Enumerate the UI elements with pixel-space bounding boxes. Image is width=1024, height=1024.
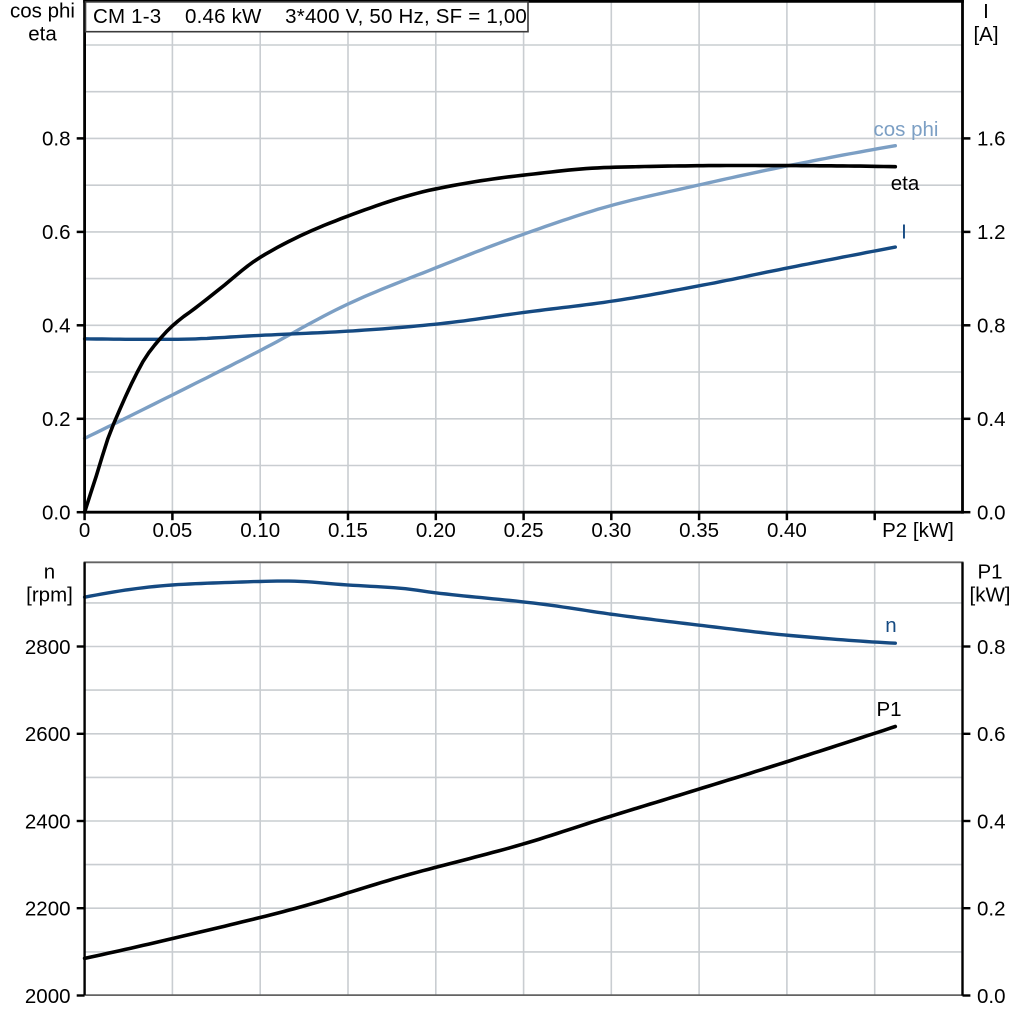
svg-text:0.2: 0.2 <box>42 408 71 431</box>
svg-text:CM 1-3 0.46 kW 3*400 V,: CM 1-3 0.46 kW 3*400 V, 50 Hz, SF = 1,00 <box>93 5 527 28</box>
svg-text:1.6: 1.6 <box>977 128 1006 151</box>
svg-text:0.8: 0.8 <box>977 315 1006 338</box>
svg-text:0.4: 0.4 <box>977 408 1006 431</box>
svg-text:cos phi: cos phi <box>10 0 75 23</box>
svg-text:2600: 2600 <box>25 723 71 746</box>
svg-text:0.6: 0.6 <box>42 221 71 244</box>
svg-text:0.8: 0.8 <box>977 636 1006 659</box>
svg-text:0.4: 0.4 <box>977 810 1006 833</box>
svg-text:0.25: 0.25 <box>504 519 544 542</box>
svg-text:0.10: 0.10 <box>240 519 280 542</box>
svg-text:2800: 2800 <box>25 636 71 659</box>
svg-text:0.05: 0.05 <box>152 519 192 542</box>
svg-text:0.0: 0.0 <box>977 985 1006 1008</box>
svg-text:n: n <box>44 561 55 584</box>
svg-text:0.2: 0.2 <box>977 898 1006 921</box>
svg-text:0: 0 <box>79 519 90 542</box>
svg-text:eta: eta <box>28 23 57 46</box>
svg-text:eta: eta <box>891 172 920 195</box>
svg-text:cos phi: cos phi <box>874 118 939 141</box>
svg-text:0.40: 0.40 <box>767 519 807 542</box>
svg-text:0.35: 0.35 <box>679 519 719 542</box>
svg-text:[kW]: [kW] <box>970 584 1011 607</box>
svg-text:0.8: 0.8 <box>42 128 71 151</box>
svg-text:0.6: 0.6 <box>977 723 1006 746</box>
svg-text:P1: P1 <box>876 698 901 721</box>
svg-text:0.0: 0.0 <box>42 502 71 525</box>
svg-text:0.0: 0.0 <box>977 502 1006 525</box>
svg-text:2200: 2200 <box>25 898 71 921</box>
svg-text:1.2: 1.2 <box>977 221 1006 244</box>
svg-text:n: n <box>885 614 896 637</box>
svg-text:0.20: 0.20 <box>416 519 456 542</box>
svg-text:[rpm]: [rpm] <box>26 584 73 607</box>
svg-text:0.30: 0.30 <box>591 519 631 542</box>
svg-text:[A]: [A] <box>973 23 998 46</box>
svg-text:I: I <box>901 221 907 244</box>
svg-text:I: I <box>983 0 989 23</box>
svg-text:P2 [kW]: P2 [kW] <box>882 519 954 542</box>
svg-text:2000: 2000 <box>25 985 71 1008</box>
svg-text:0.15: 0.15 <box>328 519 368 542</box>
svg-text:2400: 2400 <box>25 810 71 833</box>
svg-text:P1: P1 <box>977 561 1002 584</box>
svg-text:0.4: 0.4 <box>42 315 71 338</box>
